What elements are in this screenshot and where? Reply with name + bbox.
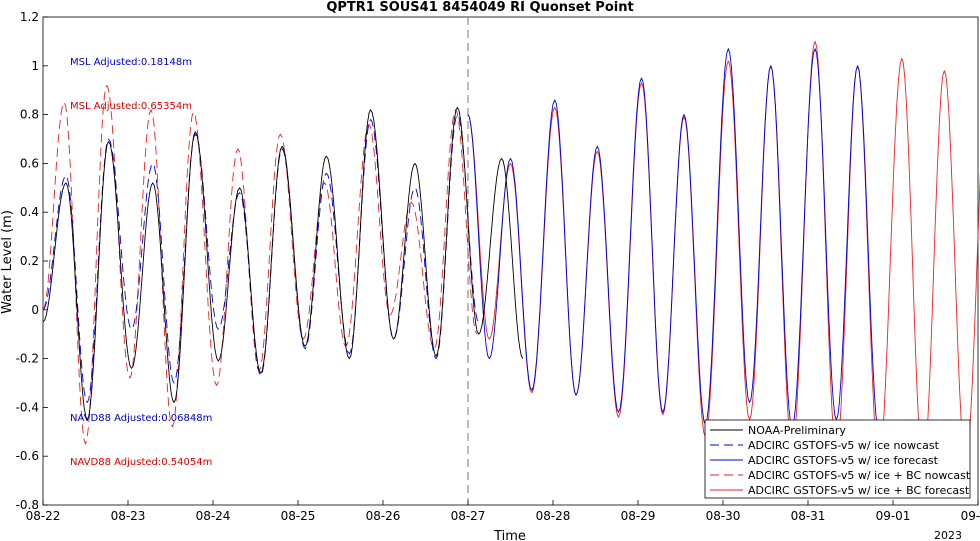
- y-tick-label: 1.2: [20, 10, 39, 24]
- legend-entry: ADCIRC GSTOFS-v5 w/ ice forecast: [748, 454, 939, 467]
- x-tick-label: 08-24: [196, 509, 231, 523]
- x-tick-label: 09-02: [961, 509, 980, 523]
- series-line-adcirc-gstofs-v5-w-ice-forecast: [467, 48, 880, 432]
- y-tick-label: -0.4: [16, 400, 39, 414]
- x-tick-label: 08-25: [281, 509, 316, 523]
- legend-entry: ADCIRC GSTOFS-v5 w/ ice + BC forecast: [748, 484, 970, 497]
- x-tick-label: 08-22: [26, 509, 61, 523]
- annotation-layer: MSL Adjusted:0.18148m MSL Adjusted:0.6535…: [70, 57, 212, 468]
- y-tick-label: 0.2: [20, 254, 39, 268]
- x-tick-label: 08-23: [111, 509, 146, 523]
- adjustment-annotation: MSL Adjusted:0.18148m: [70, 57, 192, 68]
- x-tick-label: 08-31: [791, 509, 826, 523]
- adjustment-annotation: MSL Adjusted:0.65354m: [70, 101, 192, 112]
- x-tick-label: 08-27: [451, 509, 486, 523]
- y-tick-label: -0.6: [16, 449, 39, 463]
- y-axis: -0.8 -0.6 -0.4 -0.2 0 0.2 0.4 0.6 0.8 1 1.2: [16, 10, 48, 512]
- y-axis-label: Water Level (m): [0, 210, 15, 314]
- legend-entry: NOAA-Preliminary: [748, 424, 846, 437]
- chart-title: QPTR1 SOUS41 8454049 RI Quonset Point: [326, 0, 633, 15]
- x-axis-label: Time: [493, 529, 526, 541]
- x-axis: 08-22 08-23 08-24 08-25 08-26 08-27 08-28 08-29…: [26, 500, 980, 523]
- x-tick-label: 08-26: [366, 509, 401, 523]
- x-tick-label: 08-29: [621, 509, 656, 523]
- series-line-noaa-preliminary: [42, 106, 524, 421]
- y-tick-label: -0.8: [16, 498, 39, 512]
- y-tick-label: 0.4: [20, 205, 39, 219]
- y-tick-label: -0.2: [16, 352, 39, 366]
- series-line-adcirc-gstofs-v5-w-ice-nowcast: [42, 114, 479, 403]
- year-label: 2023: [934, 529, 962, 541]
- y-tick-label: 1: [31, 59, 39, 73]
- x-tick-label: 08-30: [706, 509, 741, 523]
- y-tick-label: 0.8: [20, 108, 39, 122]
- legend: NOAA-Preliminary ADCIRC GSTOFS-v5 w/ ice …: [704, 419, 971, 499]
- y-tick-label: 0.6: [20, 156, 39, 170]
- adjustment-annotation: NAVD88 Adjusted:0.06848m: [70, 413, 212, 424]
- adjustment-annotation: NAVD88 Adjusted:0.54054m: [70, 457, 212, 468]
- legend-entry: ADCIRC GSTOFS-v5 w/ ice + BC nowcast: [748, 469, 971, 482]
- legend-box: [704, 419, 971, 499]
- x-tick-label: 08-28: [536, 509, 571, 523]
- x-tick-label: 09-01: [876, 509, 911, 523]
- y-tick-label: 0: [31, 303, 39, 317]
- legend-entry: ADCIRC GSTOFS-v5 w/ ice nowcast: [748, 439, 940, 452]
